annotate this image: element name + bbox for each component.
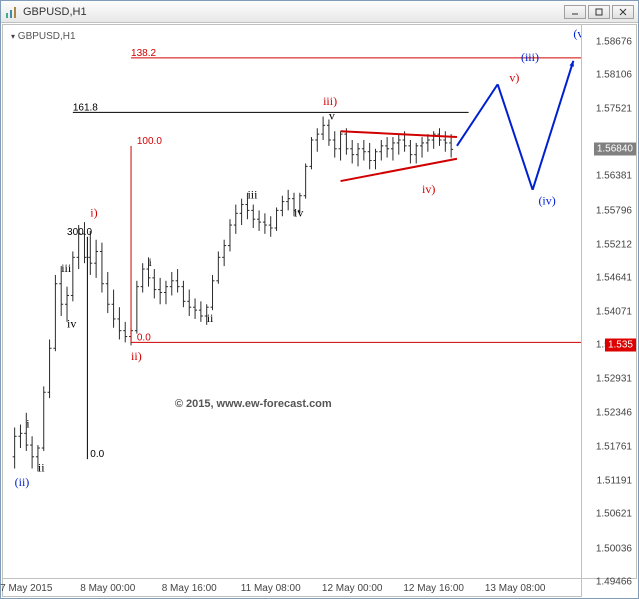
current-price-tag: 1.56840 — [594, 143, 636, 156]
svg-text:300.0: 300.0 — [67, 227, 92, 238]
y-tick-label: 1.58106 — [596, 70, 632, 81]
y-tick-label: 1.52346 — [596, 408, 632, 419]
svg-text:ii): ii) — [131, 349, 142, 363]
svg-text:ii: ii — [38, 460, 45, 474]
y-tick-label: 1.55796 — [596, 205, 632, 216]
svg-text:iii: iii — [61, 261, 72, 275]
svg-text:v: v — [329, 108, 335, 122]
window-controls — [564, 5, 634, 19]
svg-text:© 2015, www.ew-forecast.com: © 2015, www.ew-forecast.com — [175, 398, 332, 410]
svg-text:100.0: 100.0 — [137, 136, 162, 147]
svg-text:iv: iv — [67, 317, 76, 331]
svg-text:i: i — [26, 416, 30, 430]
chart-area: ▾ GBPUSD,H1 138.2161.8100.0300.00.00.0(i… — [2, 24, 637, 597]
y-tick-label: 1.50621 — [596, 509, 632, 520]
svg-text:iv): iv) — [422, 182, 435, 196]
svg-text:iii): iii) — [323, 94, 337, 108]
y-tick-label: 1.51761 — [596, 442, 632, 453]
y-tick-label: 1.58676 — [596, 36, 632, 47]
svg-text:138.2: 138.2 — [131, 48, 156, 59]
svg-text:iv: iv — [294, 205, 303, 219]
svg-text:iii: iii — [247, 188, 258, 202]
svg-text:0.0: 0.0 — [90, 449, 104, 460]
y-tick-label: 1.54641 — [596, 273, 632, 284]
y-tick-label: 1.55212 — [596, 239, 632, 250]
x-tick-label: 13 May 08:00 — [485, 583, 546, 594]
y-tick-label: 1.54071 — [596, 306, 632, 317]
maximize-button[interactable] — [588, 5, 610, 19]
x-tick-label: 8 May 16:00 — [162, 583, 217, 594]
chart-window: GBPUSD,H1 ▾ GBPUSD,H1 138.2161.8100.0300… — [0, 0, 639, 599]
minimize-button[interactable] — [564, 5, 586, 19]
titlebar[interactable]: GBPUSD,H1 — [1, 1, 638, 23]
chart-icon — [5, 5, 19, 19]
level-price-tag: 1.535 — [605, 339, 636, 352]
y-tick-label: 1.57521 — [596, 104, 632, 115]
svg-text:(iii): (iii) — [521, 50, 539, 64]
y-tick-label: 1.50036 — [596, 543, 632, 554]
svg-text:i: i — [149, 255, 153, 269]
y-tick-label: 1.49466 — [596, 577, 632, 588]
x-axis: 7 May 2015 8 May 00:00 8 May 16:00 11 May 0… — [2, 579, 582, 597]
y-tick-label: 1.52931 — [596, 373, 632, 384]
svg-text:(v): (v) — [573, 26, 581, 40]
x-tick-label: 7 May 2015 — [0, 583, 52, 594]
svg-text:161.8: 161.8 — [73, 102, 98, 113]
x-tick-label: 8 May 00:00 — [80, 583, 135, 594]
y-tick-label: 1.51191 — [597, 475, 632, 486]
x-tick-label: 11 May 08:00 — [241, 583, 301, 594]
svg-text:i): i) — [90, 205, 97, 219]
chart-svg: 138.2 161.8 100.0 300.0 0.0 0.0 (ii) (iii) (iv) (… — [3, 25, 581, 578]
svg-text:0.0: 0.0 — [137, 332, 151, 343]
y-axis: 1.58676 1.58106 1.57521 1.56840 1.56381 1.557… — [582, 24, 637, 579]
window-title: GBPUSD,H1 — [23, 6, 564, 18]
plot-area[interactable]: ▾ GBPUSD,H1 138.2161.8100.0300.00.00.0(i… — [2, 24, 582, 579]
svg-text:(ii): (ii) — [15, 475, 30, 489]
svg-text:(iv): (iv) — [538, 194, 555, 208]
x-tick-label: 12 May 00:00 — [322, 583, 383, 594]
svg-text:ii: ii — [207, 311, 214, 325]
x-tick-label: 12 May 16:00 — [403, 583, 464, 594]
y-tick-label: 1.56381 — [596, 171, 632, 182]
svg-text:v): v) — [509, 70, 519, 84]
close-button[interactable] — [612, 5, 634, 19]
